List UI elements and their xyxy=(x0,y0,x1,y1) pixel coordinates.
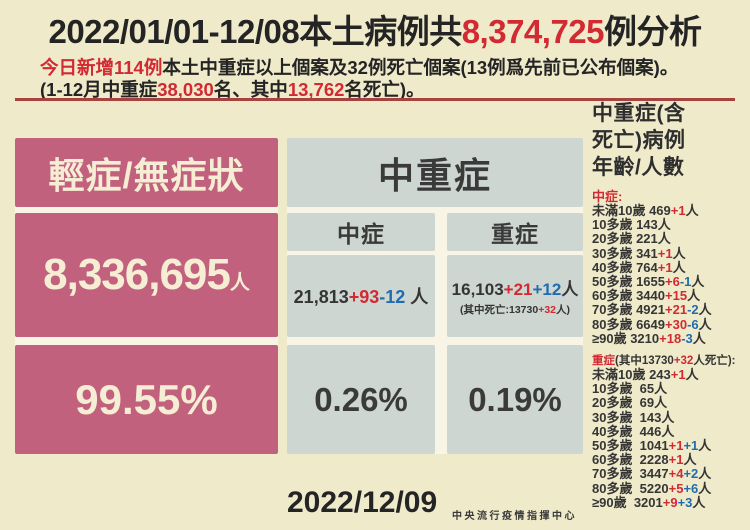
age-row: 60多歲 2228+1人 xyxy=(592,452,697,468)
severe-death-note: (其中死亡:13730+32人) xyxy=(460,302,570,317)
age-row: 70多歲 4921+21-2人 xyxy=(592,302,712,318)
footer-org: 中央流行疫情指揮中心 xyxy=(452,511,577,522)
subtitle-line2-part: 名死亡)。 xyxy=(344,79,425,100)
age-row: ≥90歲 3210+18-3人 xyxy=(592,330,706,346)
moderate-count-block: 21,813+93-12 人 xyxy=(287,255,435,337)
age-row: 未滿10歲 243+1人 xyxy=(592,367,699,383)
moderate-age-list: 未滿10歲 469+1人 10多歲 143人 20多歲 221人 30多歲 341+1… xyxy=(592,203,748,346)
severe-count-unit: 人 xyxy=(561,280,579,299)
moderate-column-header: 中症 xyxy=(287,213,435,251)
cumulative-moderate-severe: 38,030 xyxy=(157,79,214,100)
mild-percent-value: 99.55% xyxy=(75,375,218,423)
severe-count-value: 16,103+21+12人 xyxy=(452,275,579,300)
moderate-percent-value: 0.26% xyxy=(314,380,408,418)
sidebar-title-line: 死亡)病例 xyxy=(592,129,686,152)
sidebar-title: 中重症(含 死亡)病例 年齡/人數 xyxy=(592,100,748,181)
subtitle-line1-rest: 本土中重症以上個案及32例死亡個案(13例爲先前已公布個案)。 xyxy=(162,57,679,78)
subtitle-line2-part: 名、其中 xyxy=(213,79,288,100)
severe-percent-value: 0.19% xyxy=(468,380,562,418)
moderate-label: 中症 xyxy=(337,221,385,247)
age-row: 20多歲 221人 xyxy=(592,231,671,247)
severe-count-number: 16,103 xyxy=(451,280,504,299)
severe-column-header: 重症 xyxy=(447,213,583,251)
severe-count-adjusted: +12 xyxy=(532,280,562,299)
severe-death-note-added: +32 xyxy=(538,304,556,316)
mild-header-label: 輕症/無症狀 xyxy=(48,154,245,196)
severe-count-block: 16,103+21+12人 (其中死亡:13730+32人) xyxy=(447,255,583,337)
page-title: 2022/01/01-12/08本土病例共8,374,725例分析 xyxy=(0,5,750,53)
age-row: 10多歲 143人 xyxy=(592,217,671,233)
age-row: 30多歲 143人 xyxy=(592,409,675,425)
subtitle-line2: (1-12月中重症38,030名、其中13,762名死亡)。 xyxy=(40,76,425,102)
age-row: 40多歲 446人 xyxy=(592,423,675,439)
subtitle-new-cases: 今日新增114例 xyxy=(40,57,163,78)
moderate-count-added: +93 xyxy=(348,287,380,307)
moderate-count-number: 21,813 xyxy=(293,287,349,307)
title-suffix: 例分析 xyxy=(604,13,702,50)
age-row: 70多歲 3447+4+2人 xyxy=(592,466,712,482)
cumulative-deaths: 13,762 xyxy=(287,79,345,100)
age-row: 60多歲 3440+15人 xyxy=(592,288,701,304)
age-row: 50多歲 1041+1+1人 xyxy=(592,438,712,454)
moderate-age-list-label: 中症: xyxy=(592,189,623,204)
sidebar-title-line: 年齡/人數 xyxy=(592,156,685,179)
age-row: 80多歲 6649+30-6人 xyxy=(592,316,712,332)
sidebar-title-line: 中重症(含 xyxy=(592,102,686,125)
severe-age-list: 未滿10歲 243+1人 10多歲 65人 20多歲 69人 30多歲 143人 40多… xyxy=(592,367,748,510)
severe-age-list-label: 重症(其中13730+32人死亡): xyxy=(592,355,748,368)
moderate-severe-header-label: 中重症 xyxy=(377,154,492,196)
severe-label: 重症 xyxy=(491,221,539,247)
age-row: 50多歲 1655+6-1人 xyxy=(592,274,705,290)
mild-count-number: 8,336,695 xyxy=(43,250,231,299)
age-row: 10多歲 65人 xyxy=(592,381,668,397)
age-row: 未滿10歲 469+1人 xyxy=(592,203,699,218)
title-total-count: 8,374,725 xyxy=(461,13,605,50)
mild-percent-block: 99.55% xyxy=(15,345,278,454)
moderate-percent-block: 0.26% xyxy=(287,345,435,454)
divider-line xyxy=(15,98,735,101)
age-row: 30多歲 341+1人 xyxy=(592,245,686,261)
age-row: 80多歲 5220+5+6人 xyxy=(592,480,712,496)
footer-date: 2022/12/09 xyxy=(287,486,438,519)
mild-count-unit: 人 xyxy=(229,272,250,294)
age-row: 40多歲 764+1人 xyxy=(592,259,686,275)
moderate-count-unit: 人 xyxy=(405,287,429,307)
moderate-count-value: 21,813+93-12 人 xyxy=(294,283,429,309)
subtitle-line2-part: (1-12月中重症 xyxy=(40,79,158,100)
severe-death-note-part: (其中死亡:13730 xyxy=(459,304,539,316)
severe-percent-block: 0.19% xyxy=(447,345,583,454)
title-prefix: 2022/01/01-12/08本土病例共 xyxy=(48,13,462,50)
age-sidebar: 中重症(含 死亡)病例 年齡/人數 中症: 未滿10歲 469+1人 10多歲 1… xyxy=(592,100,748,510)
severe-death-note-part: 人) xyxy=(556,304,570,316)
moderate-severe-header: 中重症 xyxy=(287,138,583,207)
mild-header: 輕症/無症狀 xyxy=(15,138,278,207)
age-row: ≥90歲 3201+9+3人 xyxy=(592,494,706,510)
age-row: 重症(其中13730+32人死亡): xyxy=(592,355,736,368)
moderate-count-adjusted: -12 xyxy=(379,287,406,307)
mild-count-value: 8,336,695人 xyxy=(43,250,250,300)
subtitle-line1: 今日新增114例本土中重症以上個案及32例死亡個案(13例爲先前已公布個案)。 xyxy=(40,54,678,80)
mild-count-block: 8,336,695人 xyxy=(15,213,278,337)
severe-count-added: +21 xyxy=(503,280,533,299)
age-row: 20多歲 69人 xyxy=(592,395,668,411)
